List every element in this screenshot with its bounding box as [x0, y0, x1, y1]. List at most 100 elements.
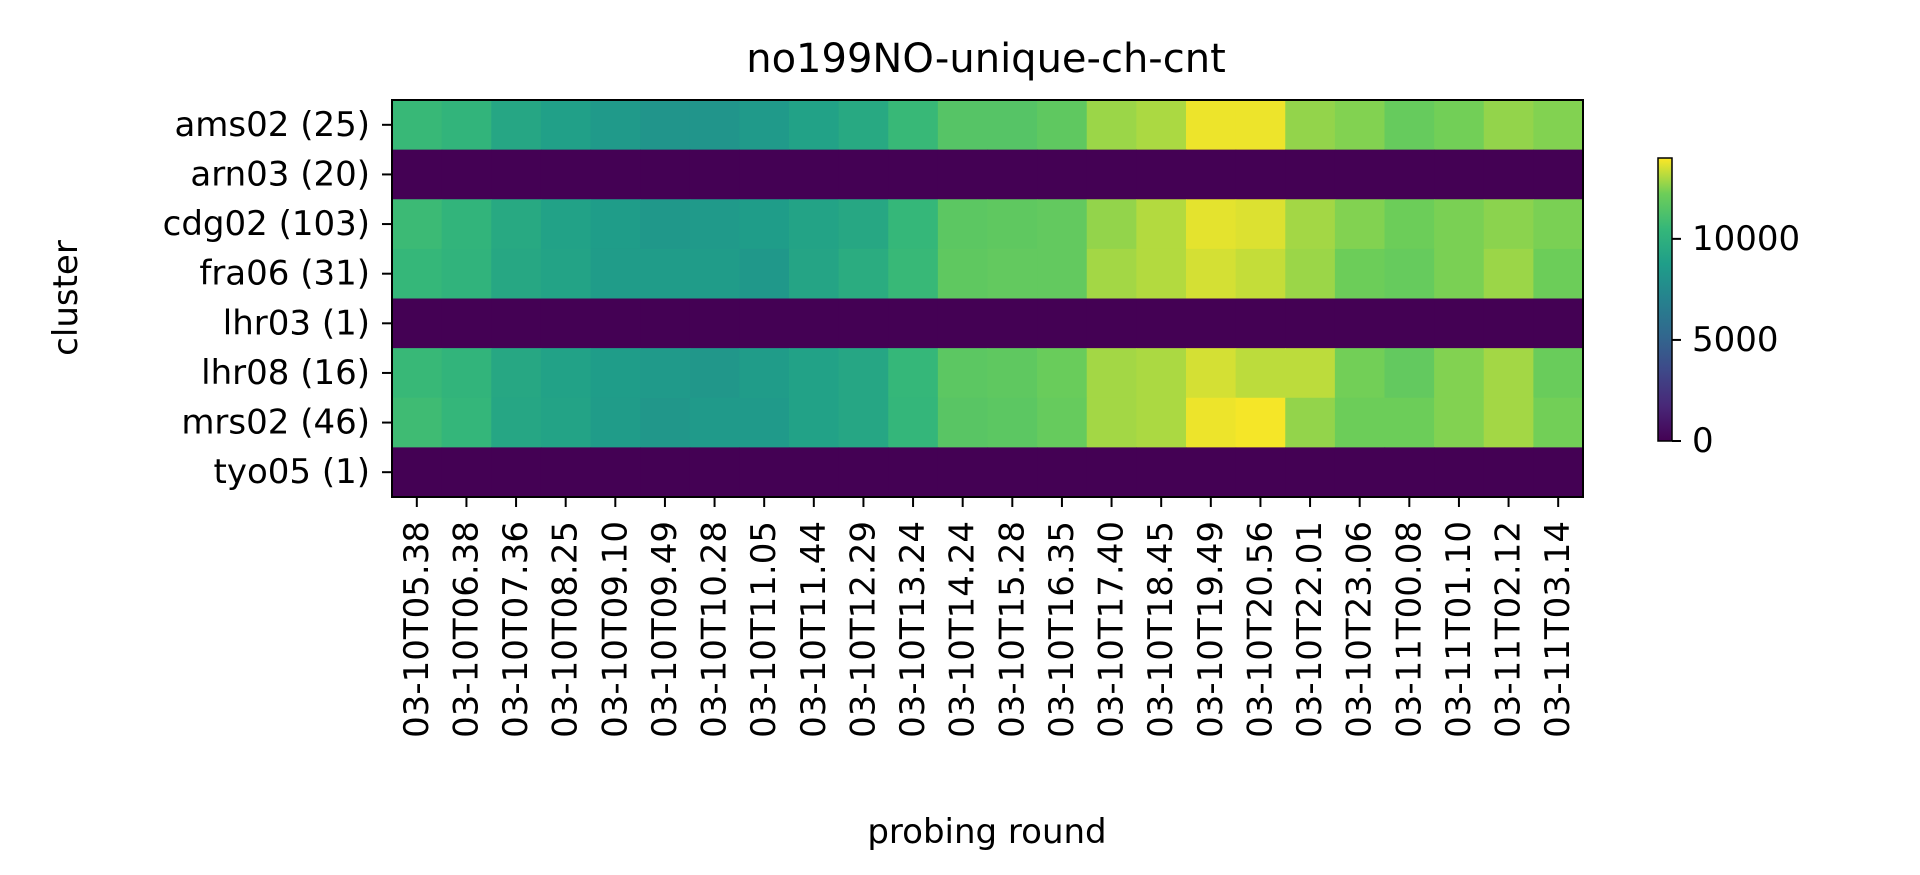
heatmap-cell: [1285, 100, 1336, 151]
heatmap-cell: [392, 100, 443, 151]
heatmap-cell: [1037, 149, 1088, 200]
heatmap-cell: [590, 199, 641, 250]
x-tick-label: 03-10T11.44: [794, 521, 834, 738]
heatmap-cells: [392, 100, 1584, 498]
heatmap-cell: [640, 100, 691, 151]
y-tick-label: ams02 (25): [174, 105, 370, 145]
heatmap-cell: [689, 397, 740, 448]
heatmap-cell: [1533, 248, 1584, 300]
heatmap-cell: [1037, 199, 1088, 250]
heatmap-cell: [1384, 348, 1435, 399]
y-axis: ams02 (25) arn03 (20) cdg02 (103) fra06 (31…: [163, 105, 392, 492]
heatmap-cell: [640, 348, 691, 399]
heatmap-cell: [689, 298, 740, 349]
heatmap-cell: [540, 248, 592, 300]
heatmap-cell: [689, 348, 740, 399]
heatmap-cell: [1086, 199, 1137, 250]
chart-title: no199NO-unique-ch-cnt: [746, 36, 1226, 82]
heatmap-cell: [888, 248, 939, 300]
heatmap-cell: [640, 397, 691, 448]
heatmap-cell: [540, 100, 592, 151]
y-tick-label: lhr08 (16): [201, 353, 370, 393]
heatmap-cell: [1384, 397, 1435, 448]
heatmap-cell: [540, 447, 592, 498]
x-tick-label: 03-10T22.01: [1290, 521, 1330, 738]
heatmap-cell: [441, 100, 492, 151]
heatmap-cell: [1384, 100, 1435, 151]
heatmap-cell: [1235, 100, 1286, 151]
x-tick-label: 03-11T00.08: [1389, 521, 1429, 738]
heatmap-cell: [392, 348, 443, 399]
heatmap-cell: [1136, 100, 1187, 151]
heatmap-cell: [590, 248, 641, 300]
heatmap-cell: [1086, 149, 1137, 200]
heatmap-cell: [987, 248, 1038, 300]
y-axis-label: cluster: [46, 240, 86, 356]
heatmap-cell: [1037, 447, 1088, 498]
heatmap-cell: [1384, 298, 1435, 349]
colorbar-tick-label: 5000: [1692, 320, 1779, 360]
heatmap-cell: [1434, 348, 1485, 399]
heatmap-cell: [1037, 100, 1088, 151]
heatmap-cell: [1483, 149, 1534, 200]
heatmap-cell: [789, 100, 840, 151]
heatmap-cell: [937, 149, 989, 200]
heatmap-cell: [888, 149, 939, 200]
heatmap-cell: [1136, 149, 1187, 200]
heatmap-cell: [1235, 298, 1286, 349]
heatmap-cell: [789, 397, 840, 448]
x-tick-label: 03-10T20.56: [1240, 521, 1280, 738]
heatmap-cell: [1285, 348, 1336, 399]
heatmap-cell: [739, 298, 790, 349]
heatmap-cell: [491, 298, 542, 349]
x-tick-label: 03-10T18.45: [1141, 521, 1181, 738]
x-tick-label: 03-10T19.49: [1191, 521, 1231, 738]
colorbar: 0 5000 10000: [1657, 157, 1800, 461]
heatmap-cell: [1285, 248, 1336, 300]
heatmap-cell: [689, 149, 740, 200]
heatmap-cell: [789, 248, 840, 300]
heatmap-cell: [1235, 199, 1286, 250]
heatmap-cell: [1434, 100, 1485, 151]
y-tick-label: fra06 (31): [199, 254, 370, 294]
x-tick-label: 03-10T07.36: [496, 521, 536, 738]
heatmap-cell: [838, 298, 889, 349]
heatmap-cell: [491, 199, 542, 250]
heatmap-cell: [739, 348, 790, 399]
heatmap-cell: [1136, 199, 1187, 250]
heatmap-cell: [640, 447, 691, 498]
heatmap-cell: [888, 298, 939, 349]
heatmap-cell: [590, 100, 641, 151]
heatmap-cell: [987, 397, 1038, 448]
heatmap-cell: [689, 248, 740, 300]
heatmap-cell: [1186, 348, 1237, 399]
heatmap-cell: [1235, 397, 1286, 448]
y-tick-label: arn03 (20): [190, 154, 370, 194]
heatmap-cell: [1483, 348, 1534, 399]
x-tick-label: 03-10T09.49: [645, 521, 685, 738]
heatmap-cell: [888, 348, 939, 399]
heatmap-cell: [838, 149, 889, 200]
heatmap-cell: [937, 100, 989, 151]
heatmap-cell: [1483, 248, 1534, 300]
heatmap-cell: [1334, 100, 1386, 151]
heatmap-cell: [1285, 397, 1336, 448]
heatmap-cell: [1086, 397, 1137, 448]
heatmap-cell: [491, 447, 542, 498]
heatmap-cell: [1086, 348, 1137, 399]
heatmap-cell: [590, 348, 641, 399]
heatmap-cell: [1186, 100, 1237, 151]
heatmap-cell: [1285, 298, 1336, 349]
heatmap-cell: [392, 199, 443, 250]
heatmap-cell: [789, 149, 840, 200]
heatmap-cell: [590, 149, 641, 200]
heatmap-cell: [1434, 248, 1485, 300]
y-tick-label: tyo05 (1): [214, 452, 371, 492]
heatmap-cell: [1533, 149, 1584, 200]
heatmap-cell: [987, 447, 1038, 498]
heatmap-cell: [441, 348, 492, 399]
heatmap-cell: [540, 149, 592, 200]
heatmap-cell: [937, 298, 989, 349]
heatmap-cell: [987, 149, 1038, 200]
